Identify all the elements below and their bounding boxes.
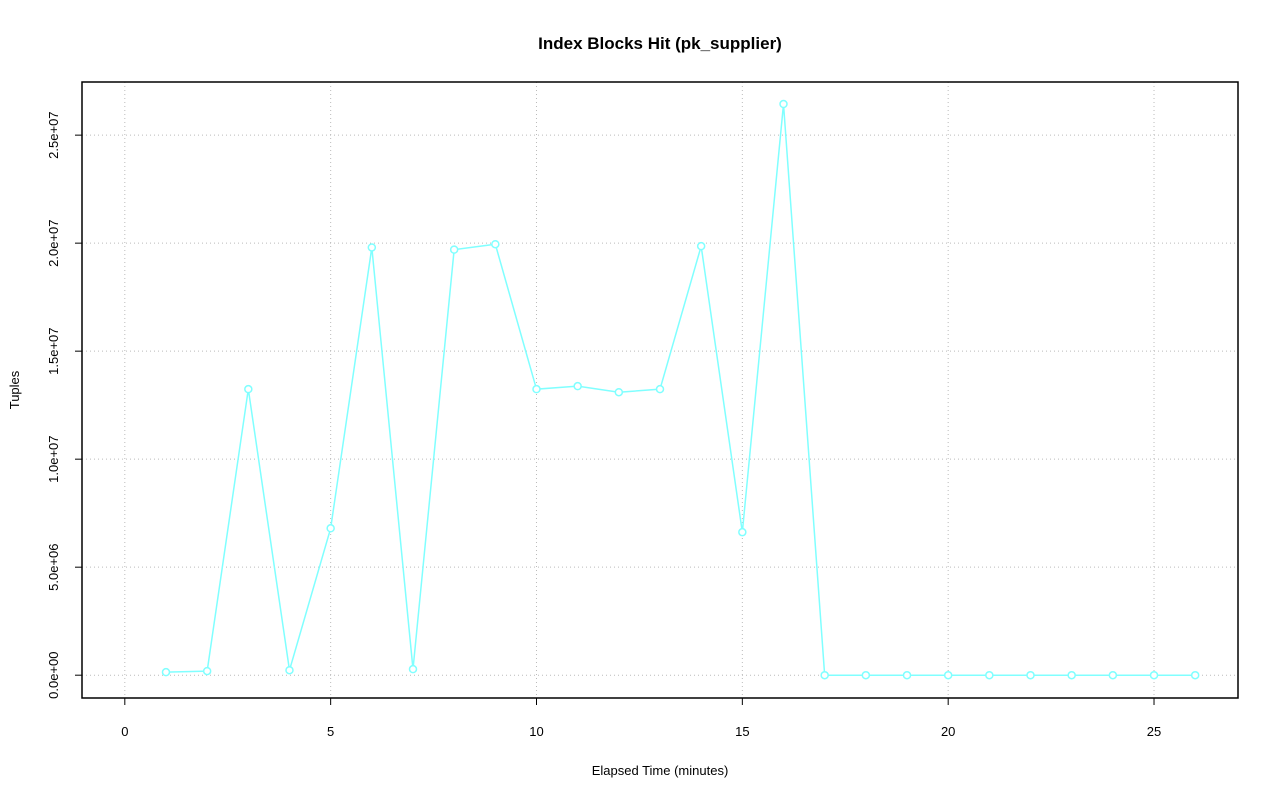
y-tick-label: 1.5e+07: [46, 327, 61, 374]
data-point: [573, 381, 582, 391]
data-point: [449, 245, 459, 254]
x-tick-label: 5: [327, 724, 334, 739]
data-point: [161, 667, 171, 677]
axes: 0 5 10 15 20 25 0.0e+00 5.0e+06 1.0e+07 1.5e+07 2.…: [46, 111, 1161, 739]
plot-frame: [81, 81, 1239, 699]
x-tick-label: 0: [121, 724, 128, 739]
data-line: [165, 103, 1196, 676]
data-point: [985, 670, 994, 680]
data-point: [285, 665, 294, 675]
data-point: [820, 670, 829, 680]
x-tick-label: 10: [529, 724, 543, 739]
data-point: [1149, 670, 1159, 680]
data-point: [738, 527, 747, 537]
data-point: [1026, 670, 1035, 680]
y-axis-label: Tuples: [7, 370, 22, 409]
data-point: [779, 99, 788, 109]
data-point: [1067, 670, 1076, 680]
data-point: [943, 670, 953, 680]
data-point: [532, 384, 541, 394]
x-tick-label: 25: [1147, 724, 1161, 739]
data-point: [244, 384, 253, 394]
data-point: [902, 670, 912, 680]
data-point: [326, 524, 335, 533]
y-tick-label: 0.0e+00: [46, 652, 61, 699]
plot: [161, 99, 1200, 680]
data-point: [367, 243, 377, 252]
data-point: [202, 666, 212, 676]
x-tick-label: 20: [941, 724, 955, 739]
y-tick-label: 2.0e+07: [46, 219, 61, 266]
data-point: [1108, 670, 1118, 680]
y-tick-label: 1.0e+07: [46, 435, 61, 482]
y-tick-label: 2.5e+07: [46, 111, 61, 158]
data-point: [861, 670, 871, 680]
data-point: [408, 664, 418, 674]
data-point: [614, 387, 624, 397]
data-point: [491, 239, 500, 249]
x-tick-label: 15: [735, 724, 749, 739]
data-point: [1190, 670, 1200, 680]
x-axis-label: Elapsed Time (minutes): [592, 763, 729, 778]
y-tick-label: 5.0e+06: [46, 543, 61, 590]
data-point: [696, 241, 706, 251]
data-point: [655, 384, 665, 394]
chart-title: Index Blocks Hit (pk_supplier): [538, 34, 782, 53]
